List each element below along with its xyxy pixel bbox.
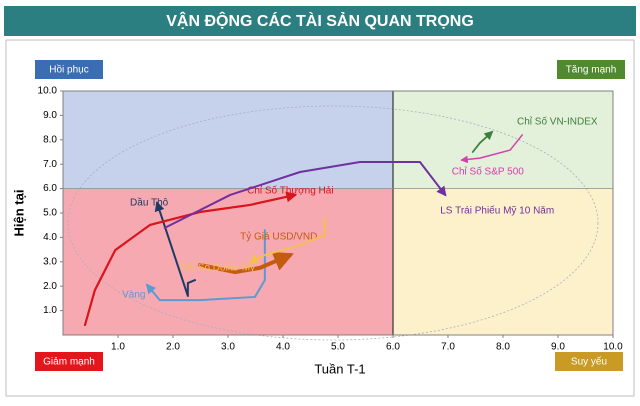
series-line <box>163 161 447 229</box>
y-tick-label: 10.0 <box>38 86 58 97</box>
series-label: Dầu Thô <box>130 197 169 209</box>
y-tick-label: 8.0 <box>43 134 57 145</box>
x-tick-label: 6.0 <box>386 342 400 353</box>
quadrant-label: Suy yếu <box>571 356 607 368</box>
series-label: Chỉ Số Dollar Mỹ <box>180 262 255 274</box>
y-axis-label: Hiện tại <box>11 190 26 237</box>
title-bar <box>4 6 636 36</box>
quadrant-badge <box>555 352 623 371</box>
y-tick-label: 3.0 <box>43 256 57 267</box>
quadrant-badge <box>557 60 625 79</box>
quadrant-label: Tăng mạnh <box>566 65 617 76</box>
x-tick-label: 9.0 <box>551 342 565 353</box>
x-tick-label: 4.0 <box>276 342 290 353</box>
series-label: Tỷ Giá USD/VND <box>240 231 317 243</box>
x-tick-label: 1.0 <box>111 342 125 353</box>
x-tick-label: 2.0 <box>166 342 180 353</box>
chart-title: VẬN ĐỘNG CÁC TÀI SẢN QUAN TRỌNG <box>166 11 474 30</box>
y-tick-label: 7.0 <box>43 159 57 170</box>
quadrant-badge <box>35 352 103 371</box>
cycle-ellipse <box>67 105 599 341</box>
quadrant-badge <box>35 60 103 79</box>
series-label: Chỉ Số Thượng Hải <box>247 185 333 197</box>
y-tick-label: 6.0 <box>43 183 57 194</box>
frame <box>5 39 635 397</box>
y-tick-label: 1.0 <box>43 305 57 316</box>
y-tick-label: 5.0 <box>43 208 57 219</box>
series-line <box>145 229 266 302</box>
series-label: Chỉ Số VN-INDEX <box>517 116 598 128</box>
y-tick-label: 4.0 <box>43 232 57 243</box>
x-axis-label: Tuần T-1 <box>314 361 365 376</box>
series-label: LS Trái Phiếu Mỹ 10 Năm <box>440 205 554 217</box>
x-tick-label: 7.0 <box>441 342 455 353</box>
quadrant <box>393 91 613 189</box>
series-line <box>460 134 523 164</box>
x-tick-label: 3.0 <box>221 342 235 353</box>
x-tick-label: 5.0 <box>331 342 345 353</box>
x-tick-label: 8.0 <box>496 342 510 353</box>
quadrant <box>393 188 613 335</box>
series-label: Chỉ Số S&P 500 <box>452 166 525 178</box>
quadrant-label: Giảm mạnh <box>43 357 95 368</box>
series-line <box>248 216 326 264</box>
x-tick-label: 10.0 <box>603 342 623 353</box>
series-line <box>471 130 494 153</box>
quadrant-label: Hồi phục <box>49 64 88 76</box>
series-line <box>83 191 298 327</box>
y-tick-label: 9.0 <box>43 110 57 121</box>
quadrant <box>63 188 393 335</box>
series-label: Vàng <box>122 290 145 301</box>
series-line <box>154 201 196 297</box>
quadrant <box>63 91 393 189</box>
series-line <box>197 252 294 275</box>
y-tick-label: 2.0 <box>43 281 57 292</box>
